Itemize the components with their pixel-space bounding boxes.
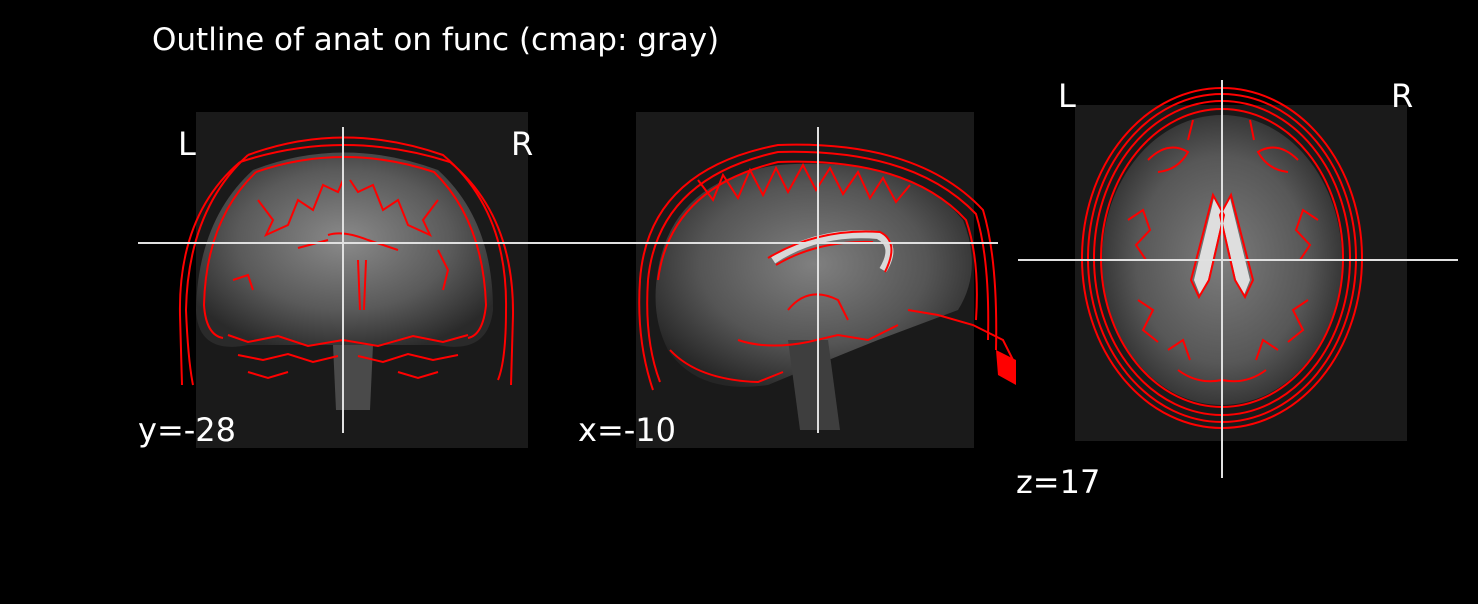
sagittal-corpus-callosum [770,230,894,273]
sagittal-crosshair [578,127,998,433]
axial-view [1018,80,1458,478]
sagittal-view [578,112,1016,448]
figure-title: Outline of anat on func (cmap: gray) [152,22,720,58]
coronal-brain [196,152,493,347]
sagittal-brainstem [788,340,840,430]
coronal-left-label: L [178,125,196,163]
axial-ventricles [1194,198,1250,295]
coronal-crosshair [138,127,578,433]
axial-left-label: L [1058,77,1076,115]
sagittal-outline-artifact [996,350,1016,385]
axial-crosshair [1018,80,1458,478]
coronal-coord-label: y=-28 [138,411,237,449]
coronal-right-label: R [511,125,534,163]
axial-coord-label: z=17 [1016,463,1101,501]
coronal-view [138,112,578,448]
sagittal-coord-label: x=-10 [578,411,677,449]
sagittal-brain [655,163,972,387]
axial-right-label: R [1391,77,1414,115]
coronal-brainstem [333,345,373,410]
sagittal-outline [638,143,1014,391]
coronal-outline [178,136,515,386]
